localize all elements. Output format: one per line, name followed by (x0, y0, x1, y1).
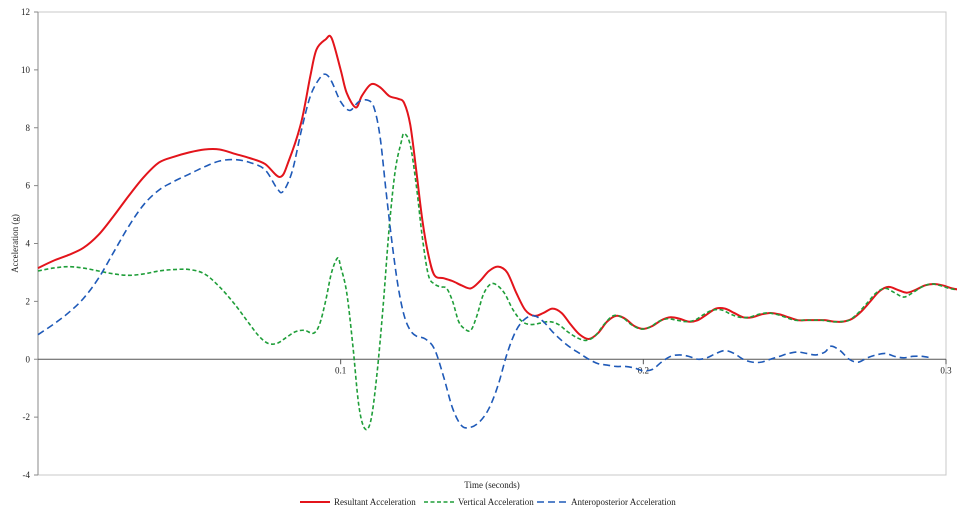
legend-label: Vertical Acceleration (458, 497, 534, 507)
y-tick-label: 2 (26, 296, 31, 306)
y-tick-label: 4 (26, 239, 31, 249)
y-tick-label: 12 (21, 7, 30, 17)
x-tick-label: 0.1 (335, 365, 346, 375)
y-tick-label: 0 (26, 354, 31, 364)
y-axis-title: Acceleration (g) (10, 214, 20, 273)
x-tick-label: 0.3 (940, 365, 952, 375)
series-line-resultant-acceleration (37, 34, 957, 340)
legend-label: Anteroposterior Acceleration (571, 497, 676, 507)
y-tick-label: 10 (21, 65, 31, 75)
x-tick-label: 0.2 (638, 365, 649, 375)
x-axis-title: Time (seconds) (464, 480, 519, 490)
y-tick-label: -4 (23, 470, 31, 480)
legend-label: Resultant Acceleration (334, 497, 416, 507)
legend: Resultant Acceleration Vertical Accelerat… (300, 497, 676, 507)
y-tick-label: 8 (26, 123, 31, 133)
axes: -4 -2 0 2 4 6 8 10 12 0.1 0.2 0.3 (21, 7, 952, 480)
series-line-anteroposterior-acceleration (37, 73, 932, 429)
y-tick-label: -2 (23, 412, 31, 422)
series-lines (37, 34, 957, 431)
series-line-vertical-acceleration (37, 132, 957, 431)
y-tick-label: 6 (26, 181, 31, 191)
